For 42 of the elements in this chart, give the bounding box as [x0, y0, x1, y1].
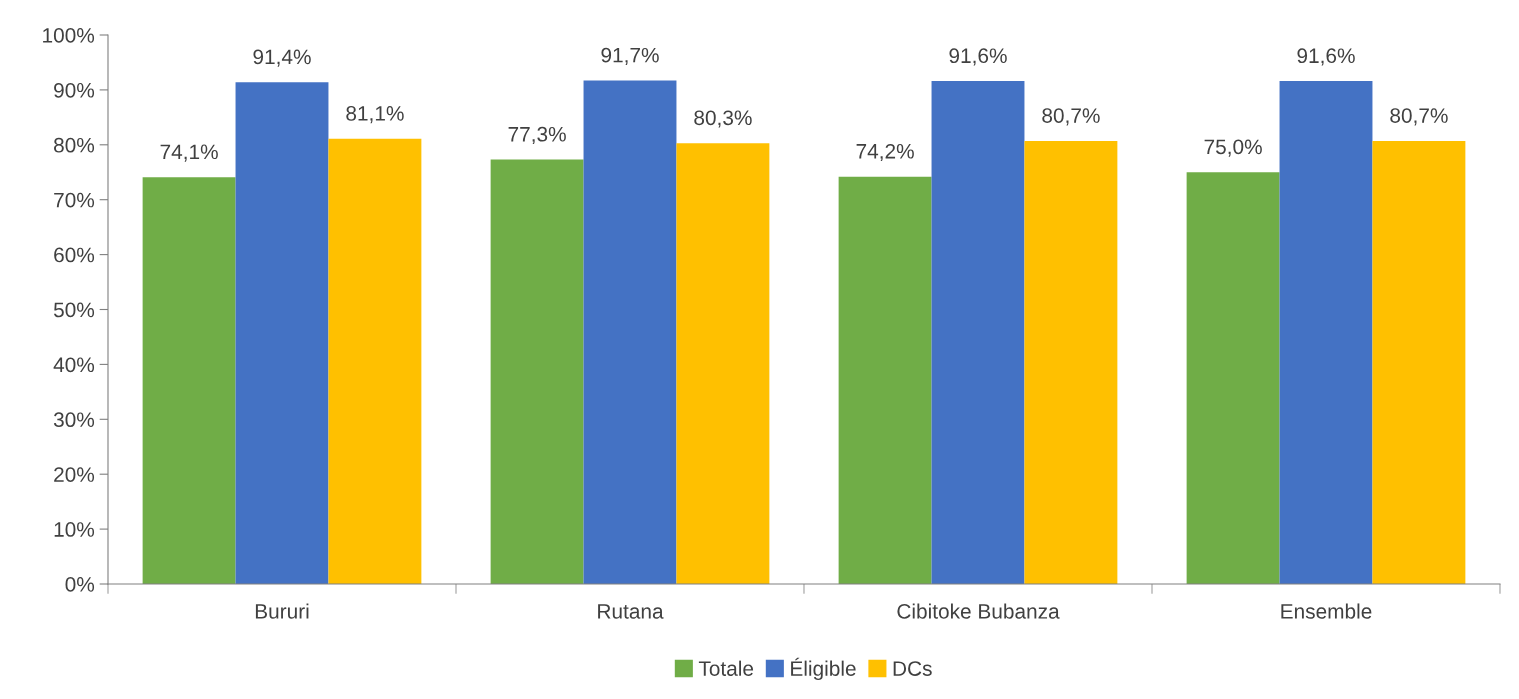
data-label: 74,2% [856, 143, 914, 162]
bar [1372, 140, 1466, 584]
y-tick-label: 30% [53, 412, 95, 428]
bar [235, 82, 329, 584]
bar [142, 177, 236, 584]
y-tick-label: 60% [54, 247, 95, 263]
data-label: 91,4% [253, 49, 311, 67]
y-tick-label: 90% [54, 82, 95, 98]
data-label: 80,7% [1042, 108, 1100, 126]
x-tick-label: Cibitoke Bubanza [897, 603, 1060, 619]
y-tick-label: 80% [54, 137, 95, 153]
data-label: 81,1% [346, 106, 404, 124]
data-label: 75,0% [1204, 139, 1262, 157]
y-tick-label: 50% [53, 302, 95, 318]
y-tick-label: 40% [53, 357, 95, 373]
bar [1024, 140, 1118, 584]
bar [583, 80, 677, 584]
y-tick-label: 100% [43, 28, 95, 43]
y-tick-label: 10% [54, 522, 95, 537]
bar [931, 81, 1025, 584]
bar [328, 138, 422, 584]
legend-label: Éligible [791, 657, 856, 681]
y-tick-label: 70% [54, 192, 95, 208]
data-label: 80,3% [694, 110, 752, 128]
bar [1186, 172, 1280, 584]
y-tick-label: 20% [54, 467, 95, 482]
data-label: 77,3% [508, 126, 566, 145]
data-label: 91,6% [1297, 48, 1355, 66]
x-tick-label: Ensemble [1281, 603, 1372, 619]
bar [676, 143, 770, 584]
data-label: 80,7% [1390, 108, 1448, 126]
bar [490, 159, 584, 584]
bar [838, 176, 932, 584]
x-tick-label: Bururi [255, 603, 309, 619]
legend-label: DCs [893, 661, 932, 676]
bar [1279, 81, 1373, 584]
data-label: 91,7% [601, 47, 659, 66]
legend-label: Totale [698, 660, 754, 676]
data-label: 91,6% [949, 48, 1007, 66]
x-tick-label: Rutana [598, 604, 664, 619]
data-label: 74,1% [160, 144, 218, 162]
y-tick-label: 0% [65, 577, 95, 592]
